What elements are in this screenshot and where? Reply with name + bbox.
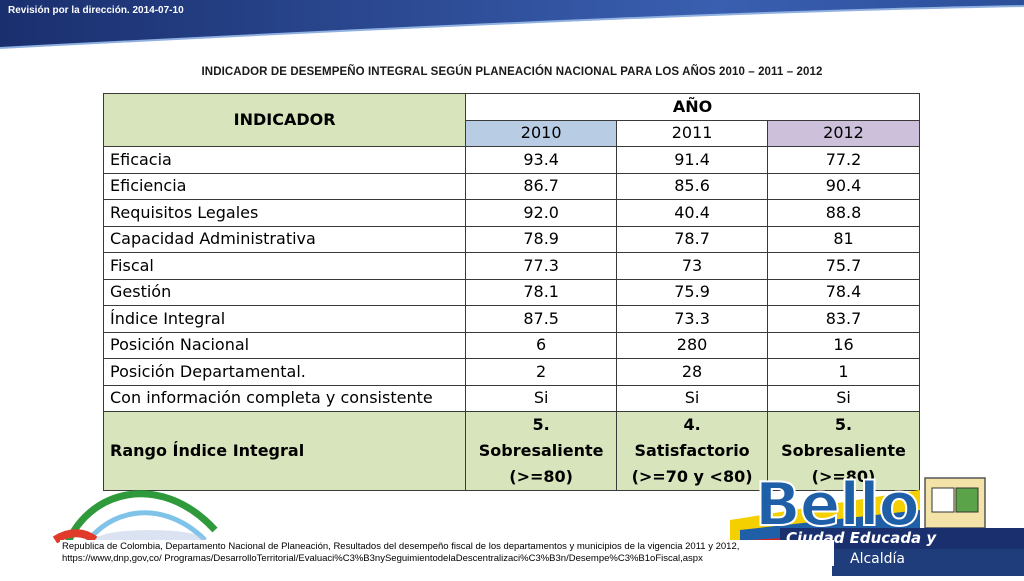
row-label: Requisitos Legales — [102, 199, 467, 227]
rango-value-2011: 4. Satisfactorio (>=70 y <80) — [616, 411, 769, 491]
cell-value: 77.3 — [465, 252, 618, 280]
source-footnote: Republica de Colombia, Departamento Naci… — [60, 540, 834, 566]
table-row: Índice Integral 87.5 73.3 83.7 — [102, 305, 920, 333]
cell-value: 6 — [465, 331, 618, 359]
cell-value: 75.7 — [767, 252, 920, 280]
table-row: Posición Departamental. 2 28 1 — [102, 358, 920, 386]
cell-value: 75.9 — [616, 278, 769, 306]
row-label: Capacidad Administrativa — [102, 225, 467, 253]
cell-value: 77.2 — [767, 146, 920, 174]
top-banner — [0, 0, 1024, 50]
rango-value-2010: 5. Sobresaliente (>=80) — [465, 411, 618, 491]
header-indicador: INDICADOR — [102, 93, 467, 147]
cell-value: 280 — [616, 331, 769, 359]
table-row: Capacidad Administrativa 78.9 78.7 81 — [102, 225, 920, 253]
alcaldia-label: Alcaldía — [850, 551, 905, 567]
cell-value: 86.7 — [465, 172, 618, 200]
cell-value: 92.0 — [465, 199, 618, 227]
header-year-2012: 2012 — [767, 119, 920, 147]
rango-line2: (>=80) — [509, 467, 573, 486]
cell-value: 83.7 — [767, 305, 920, 333]
header-year-2010: 2010 — [465, 119, 618, 147]
cell-value: 2 — [465, 358, 618, 386]
cell-value: 88.8 — [767, 199, 920, 227]
table-row-rango: Rango Índice Integral 5. Sobresaliente (… — [102, 411, 920, 491]
table-row: Con información completa y consistente S… — [102, 384, 920, 412]
rango-label: Rango Índice Integral — [102, 411, 467, 491]
cell-value: 90.4 — [767, 172, 920, 200]
row-label: Gestión — [102, 278, 467, 306]
table-row: Posición Nacional 6 280 16 — [102, 331, 920, 359]
row-label: Fiscal — [102, 252, 467, 280]
cell-value: Si — [465, 384, 618, 412]
cell-value: 93.4 — [465, 146, 618, 174]
cell-value: 78.4 — [767, 278, 920, 306]
rango-line1: 5. Sobresaliente — [781, 415, 906, 460]
cell-value: 78.9 — [465, 225, 618, 253]
header-title: Revisión por la dirección. 2014-07-10 — [8, 5, 184, 16]
cell-value: 91.4 — [616, 146, 769, 174]
row-label: Eficacia — [102, 146, 467, 174]
cell-value: 40.4 — [616, 199, 769, 227]
cell-value: Si — [767, 384, 920, 412]
table-row: Eficiencia 86.7 85.6 90.4 — [102, 172, 920, 200]
table-row: Requisitos Legales 92.0 40.4 88.8 — [102, 199, 920, 227]
row-label: Posición Nacional — [102, 331, 467, 359]
indicator-table: INDICADOR AÑO 2010 2011 2012 Eficacia 93… — [102, 93, 920, 491]
cell-value: 78.1 — [465, 278, 618, 306]
rango-value-2012: 5. Sobresaliente (>=80) — [767, 411, 920, 491]
cell-value: 16 — [767, 331, 920, 359]
page-title: INDICADOR DE DESEMPEÑO INTEGRAL SEGÚN PL… — [201, 66, 823, 78]
cell-value: 73.3 — [616, 305, 769, 333]
table-row: Eficacia 93.4 91.4 77.2 — [102, 146, 920, 174]
footnote-line2: https://www,dnp,gov,co/ Programas/Desarr… — [62, 553, 703, 564]
cell-value: 28 — [616, 358, 769, 386]
header-year-2011: 2011 — [616, 119, 769, 147]
cell-value: 78.7 — [616, 225, 769, 253]
cell-value: 85.6 — [616, 172, 769, 200]
header-ano: AÑO — [465, 93, 920, 121]
cell-value: 73 — [616, 252, 769, 280]
row-label: Con información completa y consistente — [102, 384, 467, 412]
rango-line2: (>=80) — [811, 467, 876, 486]
row-label: Índice Integral — [102, 305, 467, 333]
cell-value: 87.5 — [465, 305, 618, 333]
table-row: Gestión 78.1 75.9 78.4 — [102, 278, 920, 306]
cell-value: Si — [616, 384, 769, 412]
rango-line1: 4. Satisfactorio — [634, 415, 750, 460]
row-label: Posición Departamental. — [102, 358, 467, 386]
cell-value: 81 — [767, 225, 920, 253]
alcaldia-bar — [832, 549, 1024, 576]
cell-value: 1 — [767, 358, 920, 386]
row-label: Eficiencia — [102, 172, 467, 200]
rango-line1: 5. Sobresaliente — [478, 415, 604, 460]
table-row: Fiscal 77.3 73 75.7 — [102, 252, 920, 280]
footnote-line1: Republica de Colombia, Departamento Naci… — [62, 541, 740, 552]
rango-line2: (>=70 y <80) — [631, 467, 753, 486]
